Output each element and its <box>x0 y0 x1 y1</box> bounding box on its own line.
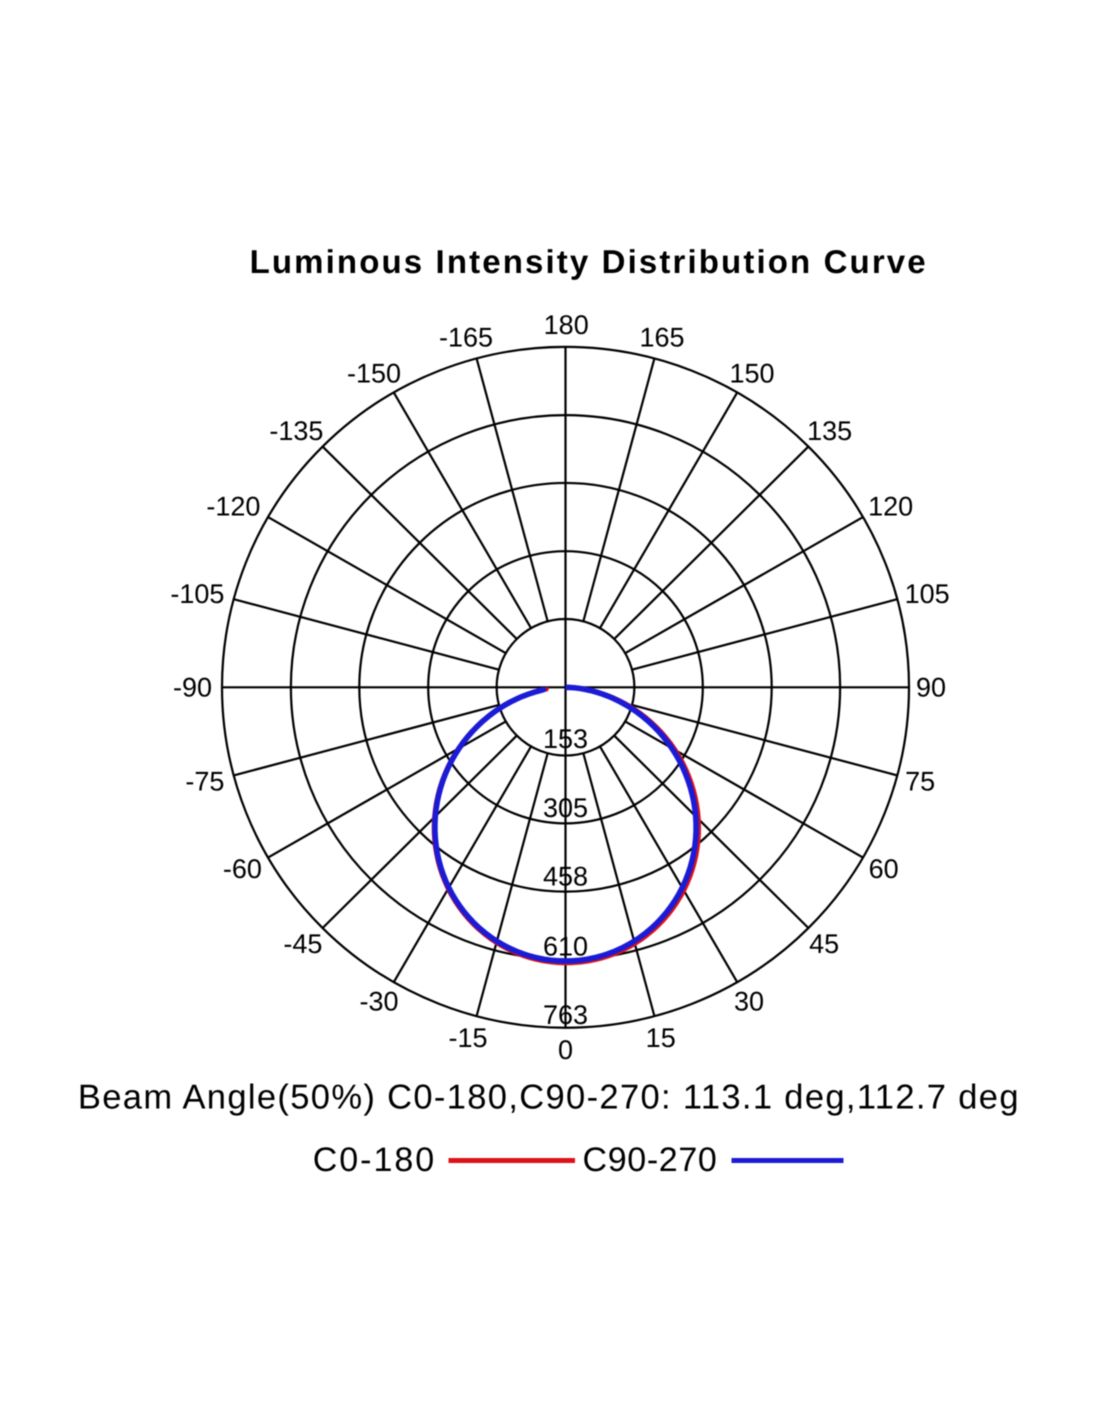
svg-text:45: 45 <box>809 929 839 959</box>
svg-text:-105: -105 <box>170 579 224 609</box>
svg-text:15: 15 <box>646 1023 676 1053</box>
svg-text:180: 180 <box>544 310 589 340</box>
svg-text:-135: -135 <box>269 416 323 446</box>
svg-text:135: 135 <box>807 416 852 446</box>
svg-text:-120: -120 <box>206 491 260 521</box>
svg-text:120: 120 <box>868 491 913 521</box>
svg-text:60: 60 <box>869 854 899 884</box>
svg-text:90: 90 <box>916 673 946 703</box>
svg-text:305: 305 <box>543 793 588 823</box>
svg-text:-150: -150 <box>347 359 401 389</box>
svg-text:-90: -90 <box>173 673 212 703</box>
svg-text:-60: -60 <box>223 854 262 884</box>
svg-text:C90-270: C90-270 <box>583 1141 718 1179</box>
svg-text:153: 153 <box>543 724 588 754</box>
svg-text:150: 150 <box>729 359 774 389</box>
svg-text:30: 30 <box>734 987 764 1017</box>
svg-text:Luminous Intensity Distributio: Luminous Intensity Distribution Curve <box>250 243 928 280</box>
svg-text:-30: -30 <box>359 987 398 1017</box>
svg-text:-15: -15 <box>448 1023 487 1053</box>
svg-text:C0-180: C0-180 <box>313 1141 437 1179</box>
svg-text:610: 610 <box>543 931 588 961</box>
svg-text:458: 458 <box>543 861 588 891</box>
svg-text:0: 0 <box>558 1035 573 1065</box>
svg-text:763: 763 <box>543 1000 588 1030</box>
svg-text:-165: -165 <box>439 322 493 352</box>
svg-text:-45: -45 <box>283 929 322 959</box>
svg-text:75: 75 <box>905 766 935 796</box>
svg-text:165: 165 <box>639 322 684 352</box>
svg-text:-75: -75 <box>185 766 224 796</box>
svg-text:105: 105 <box>905 579 950 609</box>
svg-text:Beam Angle(50%) C0-180,C90-270: Beam Angle(50%) C0-180,C90-270: 113.1 de… <box>78 1078 1020 1116</box>
